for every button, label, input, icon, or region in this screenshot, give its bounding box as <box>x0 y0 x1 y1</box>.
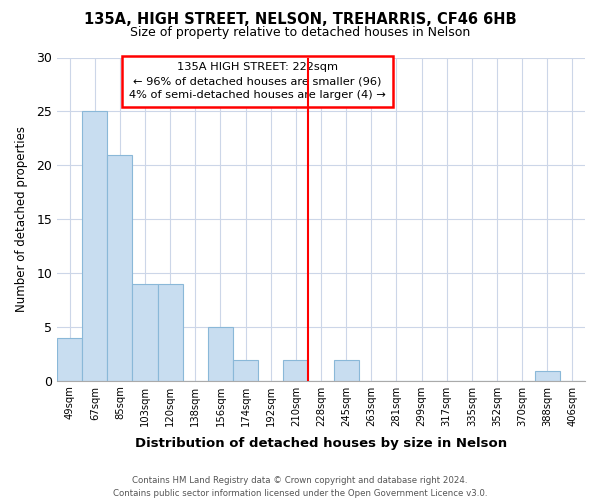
Bar <box>334 360 359 382</box>
Bar <box>233 360 258 382</box>
Text: Contains HM Land Registry data © Crown copyright and database right 2024.
Contai: Contains HM Land Registry data © Crown c… <box>113 476 487 498</box>
Bar <box>535 370 560 382</box>
Bar <box>208 328 233 382</box>
X-axis label: Distribution of detached houses by size in Nelson: Distribution of detached houses by size … <box>135 437 507 450</box>
Text: 135A HIGH STREET: 222sqm
← 96% of detached houses are smaller (96)
4% of semi-de: 135A HIGH STREET: 222sqm ← 96% of detach… <box>130 62 386 100</box>
Y-axis label: Number of detached properties: Number of detached properties <box>15 126 28 312</box>
Bar <box>57 338 82 382</box>
Text: Size of property relative to detached houses in Nelson: Size of property relative to detached ho… <box>130 26 470 39</box>
Bar <box>133 284 158 382</box>
Text: 135A, HIGH STREET, NELSON, TREHARRIS, CF46 6HB: 135A, HIGH STREET, NELSON, TREHARRIS, CF… <box>83 12 517 28</box>
Bar <box>283 360 308 382</box>
Bar <box>158 284 183 382</box>
Bar <box>107 154 133 382</box>
Bar <box>82 112 107 382</box>
